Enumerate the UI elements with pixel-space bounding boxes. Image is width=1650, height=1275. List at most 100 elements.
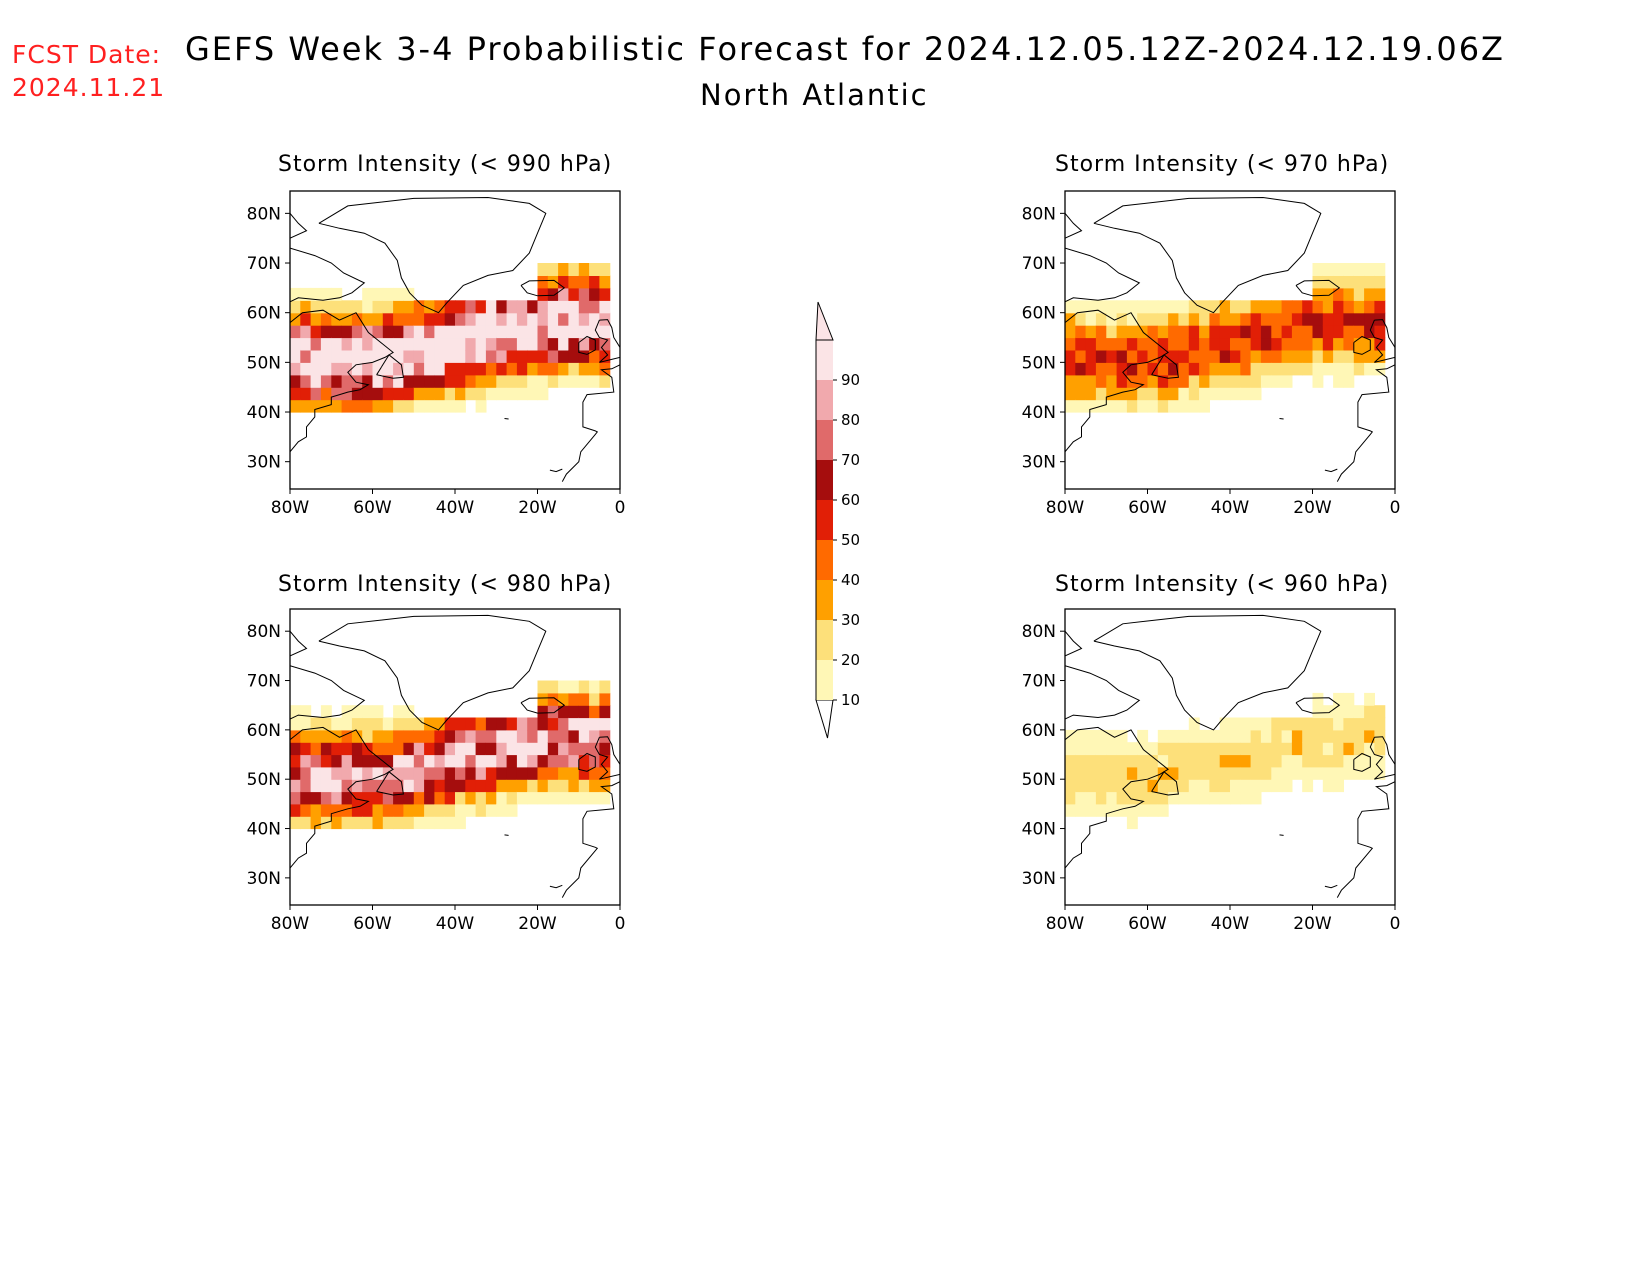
prob-cell: [331, 791, 343, 805]
prob-cell: [558, 692, 569, 706]
prob-cell: [516, 387, 528, 401]
prob-cell: [568, 362, 580, 376]
prob-cell: [1065, 362, 1076, 376]
prob-cell: [1209, 387, 1221, 401]
prob-cell: [1075, 387, 1087, 401]
prob-cell: [1302, 717, 1314, 731]
prob-cell: [393, 287, 404, 301]
prob-cell: [1147, 312, 1159, 326]
prob-cell: [290, 300, 301, 314]
prob-cell: [1364, 362, 1375, 376]
prob-cell: [331, 742, 343, 756]
prob-cell: [413, 779, 425, 793]
prob-cell: [300, 300, 312, 314]
prob-cell: [362, 779, 374, 793]
prob-cell: [300, 399, 312, 413]
lon-tick-label: 0: [615, 498, 626, 518]
prob-cell: [1260, 766, 1272, 780]
prob-cell: [1281, 337, 1293, 351]
prob-cell: [1168, 779, 1179, 793]
prob-cell: [1116, 779, 1128, 793]
britain-coast: [594, 736, 620, 780]
forecast-date-label: FCST Date:: [12, 40, 162, 69]
prob-cell: [1240, 312, 1252, 326]
prob-cell: [1250, 362, 1262, 376]
prob-cell: [1240, 791, 1252, 805]
prob-cell: [568, 717, 580, 731]
lat-tick-label: 70N: [247, 672, 281, 692]
prob-cell: [599, 766, 611, 780]
azores: [504, 418, 509, 420]
prob-cell: [1322, 325, 1334, 339]
lon-tick-label: 60W: [1128, 914, 1167, 934]
prob-cell: [1095, 779, 1107, 793]
prob-cell: [444, 312, 456, 326]
prob-cell: [1065, 754, 1076, 768]
prob-cell: [578, 263, 590, 276]
prob-cell: [1353, 742, 1365, 756]
prob-cell: [506, 717, 518, 731]
prob-cell: [455, 729, 466, 743]
prob-cell: [320, 300, 332, 314]
prob-cell: [1219, 312, 1231, 326]
prob-cell: [310, 816, 322, 830]
prob-cell: [1075, 766, 1087, 780]
prob-cell: [413, 717, 425, 731]
prob-cell: [362, 766, 374, 780]
prob-cell: [547, 791, 559, 805]
prob-cell: [558, 349, 569, 363]
prob-cell: [475, 374, 487, 388]
prob-cell: [393, 374, 404, 388]
prob-cell: [1302, 349, 1314, 363]
prob-cell: [341, 399, 353, 413]
prob-cell: [1116, 766, 1128, 780]
prob-cell: [1291, 754, 1303, 768]
prob-cell: [1106, 766, 1118, 780]
prob-cell: [1065, 779, 1076, 793]
prob-cell: [589, 754, 600, 768]
azores: [504, 834, 509, 836]
prob-cell: [1312, 754, 1324, 768]
prob-cell: [1178, 325, 1190, 339]
prob-cell: [1322, 263, 1334, 276]
prob-cell: [506, 362, 518, 376]
prob-cell: [1230, 374, 1241, 388]
prob-cell: [1260, 742, 1272, 756]
prob-cell: [310, 754, 322, 768]
prob-cell: [1106, 399, 1118, 413]
prob-cell: [527, 374, 539, 388]
prob-cell: [424, 754, 435, 768]
lon-tick-label: 60W: [1128, 498, 1167, 518]
prob-cell: [444, 300, 456, 314]
prob-cell: [537, 349, 549, 363]
prob-cell: [413, 803, 425, 817]
prob-cell: [547, 287, 559, 301]
prob-cell: [393, 349, 404, 363]
prob-cell: [1240, 337, 1252, 351]
prob-cell: [372, 705, 384, 719]
coastline: [1065, 196, 1395, 482]
prob-cell: [516, 779, 528, 793]
prob-cell: [475, 742, 487, 756]
prob-cell: [1250, 325, 1262, 339]
prob-cell: [1095, 362, 1107, 376]
prob-cell: [1302, 766, 1314, 780]
lat-tick-label: 50N: [1022, 353, 1056, 373]
prob-cell: [1106, 754, 1118, 768]
prob-cell: [424, 766, 435, 780]
prob-cell: [578, 374, 590, 388]
prob-cell: [578, 729, 590, 743]
map-p960: 80N 70N 60N 50N 40N 30N 80W 60W 40W 20W 0: [1022, 608, 1400, 934]
prob-cell: [382, 742, 394, 756]
prob-cell: [1281, 300, 1293, 314]
prob-cell: [424, 816, 435, 830]
prob-cell: [1312, 312, 1324, 326]
prob-cell: [455, 349, 466, 363]
prob-cell: [1106, 312, 1118, 326]
region-subtitle: North Atlantic: [700, 78, 929, 112]
prob-cell: [290, 791, 301, 805]
prob-cell: [372, 754, 384, 768]
prob-cell: [578, 680, 590, 694]
prob-cell: [1095, 349, 1107, 363]
